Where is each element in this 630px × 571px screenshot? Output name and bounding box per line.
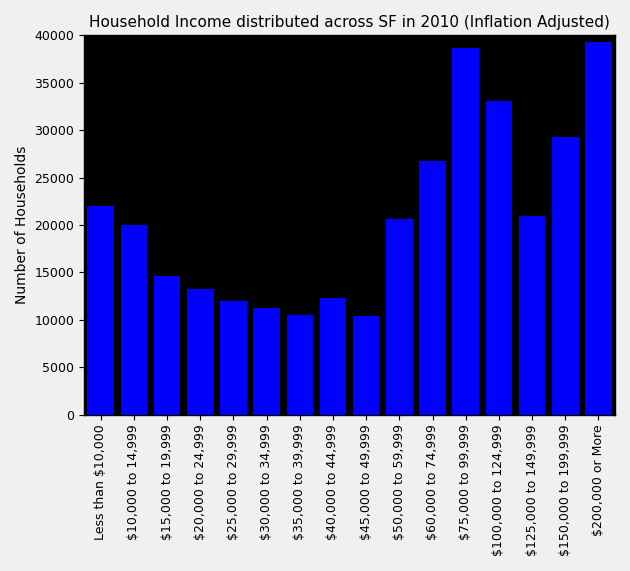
Bar xyxy=(419,160,446,415)
Title: Household Income distributed across SF in 2010 (Inflation Adjusted): Household Income distributed across SF i… xyxy=(89,15,610,30)
Bar xyxy=(585,42,612,415)
Bar xyxy=(319,298,347,415)
Bar xyxy=(187,289,214,415)
Bar xyxy=(486,100,512,415)
Bar xyxy=(88,206,114,415)
Bar xyxy=(452,47,479,415)
Bar xyxy=(154,276,180,415)
Bar xyxy=(518,216,546,415)
Bar xyxy=(552,137,578,415)
Y-axis label: Number of Households: Number of Households xyxy=(15,146,29,304)
Bar xyxy=(287,315,313,415)
Bar xyxy=(386,219,413,415)
Bar xyxy=(353,316,379,415)
Bar xyxy=(121,225,147,415)
Bar xyxy=(220,301,247,415)
Bar xyxy=(253,308,280,415)
